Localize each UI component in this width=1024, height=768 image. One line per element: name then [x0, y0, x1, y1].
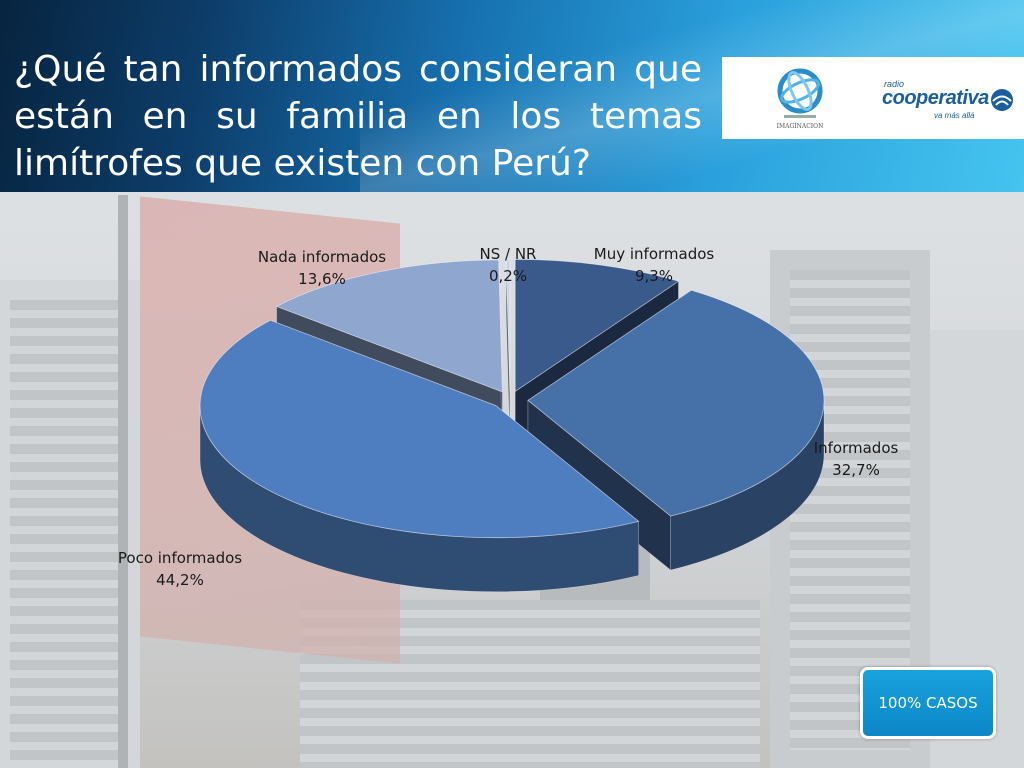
cooperativa-logo-small: radio [884, 79, 905, 89]
slice-label-muy-informados: Muy informados 9,3% [594, 243, 714, 287]
slice-label-value: 9,3% [634, 267, 674, 285]
cooperativa-logo: radio cooperativa va más allá [882, 79, 1013, 123]
slice-label-value: 44,2% [156, 571, 204, 589]
slice-label-name: Informados [813, 439, 899, 457]
imaginacion-logo-text: IMAGINACION [776, 123, 824, 130]
cases-badge: 100% CASOS [860, 667, 996, 739]
slice-label-value: 32,7% [832, 461, 880, 479]
slice-label-nada-informados: Nada informados 13,6% [258, 246, 386, 290]
cooperativa-wave-icon [991, 89, 1013, 111]
logo-panel: IMAGINACION radio cooperativa va más all… [722, 57, 1024, 139]
cooperativa-logo-main: cooperativa [882, 87, 989, 109]
slice-label-value: 0,2% [488, 267, 528, 285]
pie-slice-ns-nr [505, 258, 511, 446]
slice-label-name: Poco informados [117, 549, 243, 567]
slice-label-name: NS / NR [479, 245, 537, 263]
page-title: ¿Qué tan informados consideran que están… [14, 49, 702, 184]
pie-slice-poco-informados [199, 319, 640, 592]
header-banner: ¿Qué tan informados consideran que están… [0, 0, 1024, 192]
slice-label-value: 13,6% [298, 270, 346, 288]
cooperativa-logo-tagline: va más allá [934, 111, 975, 120]
imaginacion-logo: IMAGINACION [770, 65, 830, 135]
slice-label-ns-nr: NS / NR 0,2% [480, 243, 537, 287]
slice-label-name: Nada informados [257, 248, 387, 266]
slice-label-name: Muy informados [593, 245, 715, 263]
slice-label-poco-informados: Poco informados 44,2% [118, 547, 242, 591]
slice-label-informados: Informados 32,7% [814, 437, 899, 481]
